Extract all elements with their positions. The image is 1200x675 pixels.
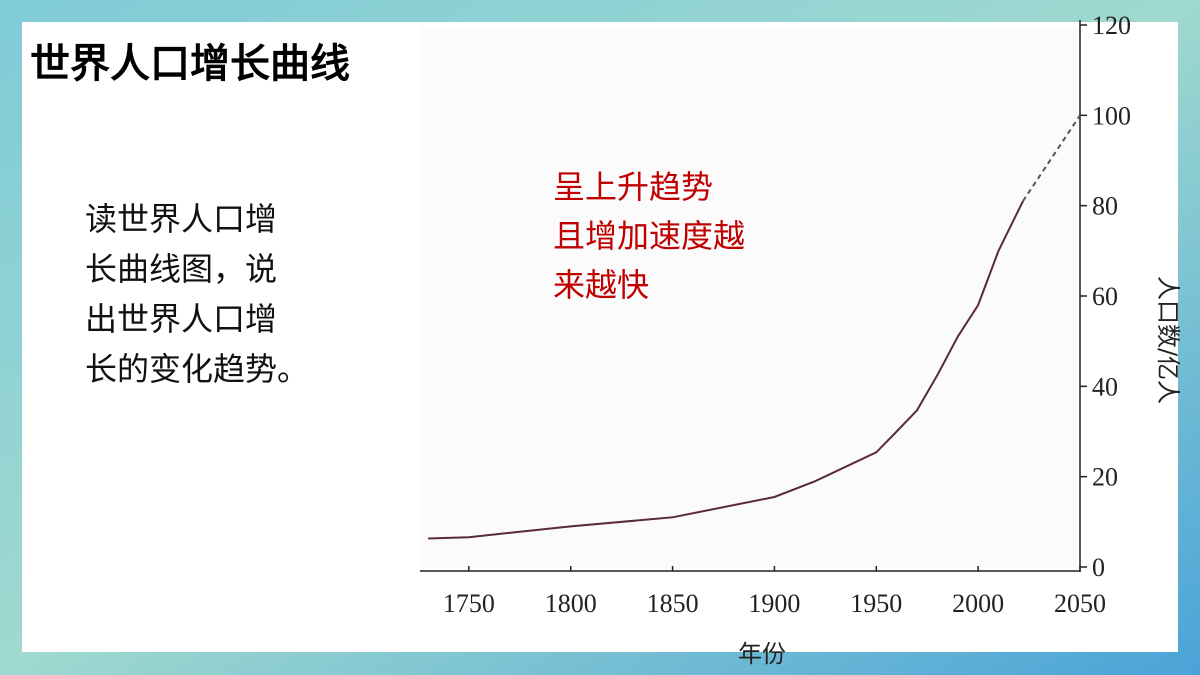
x-tick-label: 1950 bbox=[850, 589, 902, 618]
y-tick-label: 80 bbox=[1092, 192, 1118, 221]
annotation: 来越快 bbox=[553, 266, 649, 304]
x-tick-label: 2000 bbox=[952, 589, 1004, 618]
question-line: 出世界人口增 bbox=[85, 300, 277, 338]
x-axis-label: 年份 bbox=[738, 640, 786, 668]
line-series bbox=[428, 200, 1024, 540]
x-tick-label: 2050 bbox=[1054, 589, 1106, 618]
x-tick-label: 1900 bbox=[748, 589, 800, 618]
y-axis-label: 人口数/亿人 bbox=[1154, 276, 1182, 404]
y-tick-label: 0 bbox=[1092, 553, 1105, 582]
slide-title: 世界人口增长曲线 bbox=[30, 41, 350, 87]
question-line: 长曲线图，说 bbox=[85, 250, 277, 288]
question-line: 长的变化趋势。 bbox=[85, 350, 309, 388]
x-tick-label: 1800 bbox=[545, 589, 597, 618]
annotation: 且增加速度越 bbox=[553, 217, 745, 255]
question-line: 读世界人口增 bbox=[85, 200, 277, 238]
line-series bbox=[1022, 114, 1081, 202]
y-tick-label: 100 bbox=[1092, 101, 1131, 130]
y-tick-label: 60 bbox=[1092, 282, 1118, 311]
y-tick-label: 20 bbox=[1092, 463, 1118, 492]
chart-panel bbox=[420, 28, 1082, 570]
y-tick-label: 40 bbox=[1092, 372, 1118, 401]
x-tick-label: 1850 bbox=[647, 589, 699, 618]
y-tick-label: 120 bbox=[1092, 11, 1131, 40]
x-tick-label: 1750 bbox=[443, 589, 495, 618]
chart: 0 20 40 60 80 100 120 1750 1800 1850 1900 1950 2000 2… bbox=[420, 11, 1182, 668]
annotation: 呈上升趋势 bbox=[553, 168, 713, 206]
